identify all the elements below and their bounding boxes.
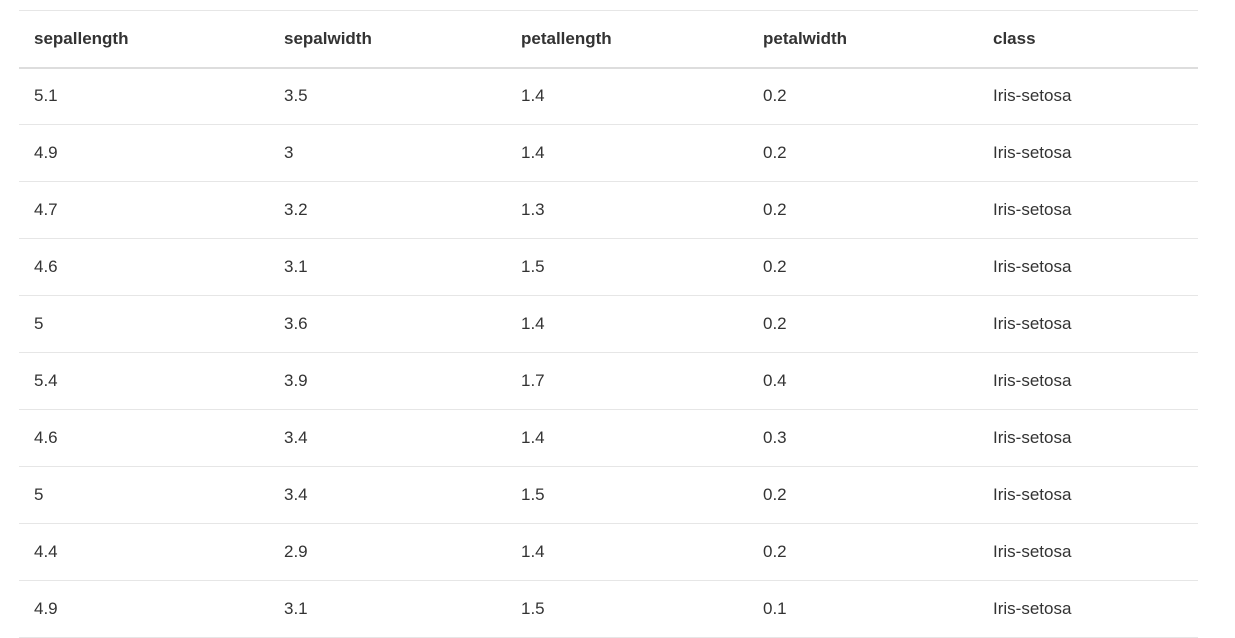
table-cell: 0.1: [763, 599, 787, 618]
table-cell: 0.2: [763, 485, 787, 504]
table-cell: 4.6: [34, 428, 58, 447]
table-cell: 0.2: [763, 200, 787, 219]
table-cell: Iris-setosa: [993, 143, 1072, 162]
table-cell: 4.6: [34, 257, 58, 276]
table-cell: 3.4: [284, 485, 308, 504]
table-cell: 3.9: [284, 371, 308, 390]
table-cell: 2.9: [284, 542, 308, 561]
column-header-sepallength[interactable]: sepallength: [34, 28, 129, 48]
table-cell: 0.2: [763, 257, 787, 276]
table-cell: Iris-setosa: [993, 371, 1072, 390]
table-cell: 1.4: [521, 428, 545, 447]
table-cell: 4.7: [34, 200, 58, 219]
table-cell: 3.1: [284, 599, 308, 618]
table-header-row: sepallength sepalwidth petallength petal…: [19, 10, 1198, 68]
table-cell: 5.1: [34, 86, 58, 106]
table-cell: 1.7: [521, 371, 545, 390]
table-cell: 1.4: [521, 314, 545, 333]
table-cell: Iris-setosa: [993, 599, 1072, 618]
table-cell: Iris-setosa: [993, 86, 1072, 106]
table-cell: 1.4: [521, 542, 545, 561]
table-row: 5 3.6 1.4 0.2 Iris-setosa: [19, 296, 1198, 353]
table-cell: 4.9: [34, 143, 58, 162]
table-row: 5.1 3.5 1.4 0.2 Iris-setosa: [19, 68, 1198, 125]
table-cell: 5: [34, 485, 44, 504]
table-cell: Iris-setosa: [993, 200, 1072, 219]
table-cell: 4.4: [34, 542, 58, 561]
table-row: 4.9 3 1.4 0.2 Iris-setosa: [19, 125, 1198, 182]
table-cell: Iris-setosa: [993, 542, 1072, 561]
table-row: 5.4 3.9 1.7 0.4 Iris-setosa: [19, 353, 1198, 410]
table-cell: 1.4: [521, 143, 545, 162]
table-cell: 0.2: [763, 314, 787, 333]
table-cell: 0.3: [763, 428, 787, 447]
table-cell: 5.4: [34, 371, 58, 390]
table-cell: 0.2: [763, 86, 787, 106]
table-cell: Iris-setosa: [993, 428, 1072, 447]
table-cell: 0.2: [763, 542, 787, 561]
column-header-sepalwidth[interactable]: sepalwidth: [284, 28, 372, 48]
table-cell: 1.5: [521, 485, 545, 504]
table-cell: 3.4: [284, 428, 308, 447]
table-cell: Iris-setosa: [993, 257, 1072, 276]
table-row: 4.6 3.4 1.4 0.3 Iris-setosa: [19, 410, 1198, 467]
table-cell: 3.1: [284, 257, 308, 276]
column-header-petallength[interactable]: petallength: [521, 28, 612, 48]
table-row: 4.4 2.9 1.4 0.2 Iris-setosa: [19, 524, 1198, 581]
table-cell: 1.5: [521, 257, 545, 276]
table-row: 4.7 3.2 1.3 0.2 Iris-setosa: [19, 182, 1198, 239]
table-cell: 4.9: [34, 599, 58, 618]
table-row: 5 3.4 1.5 0.2 Iris-setosa: [19, 467, 1198, 524]
table-row: 4.9 3.1 1.5 0.1 Iris-setosa: [19, 581, 1198, 638]
table-cell: 3: [284, 143, 294, 162]
table-cell: 3.5: [284, 86, 308, 106]
iris-data-table: sepallength sepalwidth petallength petal…: [19, 10, 1198, 638]
table-cell: 0.2: [763, 143, 787, 162]
table-row: 4.6 3.1 1.5 0.2 Iris-setosa: [19, 239, 1198, 296]
table-cell: 1.5: [521, 599, 545, 618]
table-cell: 5: [34, 314, 44, 333]
data-table-container: sepallength sepalwidth petallength petal…: [19, 10, 1198, 638]
table-cell: 1.4: [521, 86, 545, 106]
table-cell: 1.3: [521, 200, 545, 219]
table-header: sepallength sepalwidth petallength petal…: [19, 10, 1198, 68]
table-cell: 3.6: [284, 314, 308, 333]
column-header-petalwidth[interactable]: petalwidth: [763, 28, 848, 48]
column-header-class[interactable]: class: [993, 28, 1036, 48]
table-cell: Iris-setosa: [993, 485, 1072, 504]
table-cell: 0.4: [763, 371, 787, 390]
table-body: 5.1 3.5 1.4 0.2 Iris-setosa 4.9 3 1.4 0.…: [19, 68, 1198, 638]
table-cell: 3.2: [284, 200, 308, 219]
table-cell: Iris-setosa: [993, 314, 1072, 333]
